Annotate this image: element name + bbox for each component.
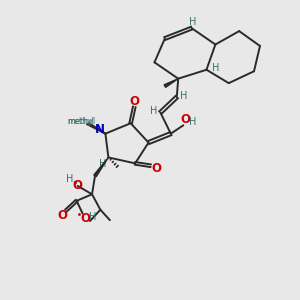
- Text: H: H: [66, 174, 74, 184]
- Text: H: H: [99, 159, 106, 169]
- Text: N: N: [95, 123, 105, 136]
- Text: O: O: [181, 113, 191, 127]
- Text: H: H: [180, 91, 187, 100]
- Text: H: H: [188, 117, 196, 128]
- Text: H: H: [189, 16, 197, 27]
- Text: H: H: [150, 106, 158, 116]
- Text: O: O: [129, 95, 139, 108]
- Polygon shape: [94, 158, 108, 177]
- Text: H: H: [89, 212, 97, 222]
- Text: methyl: methyl: [68, 117, 96, 126]
- Text: O: O: [73, 179, 83, 193]
- Polygon shape: [164, 79, 178, 87]
- Text: O: O: [80, 212, 90, 225]
- Text: H: H: [212, 63, 219, 73]
- Text: O: O: [151, 162, 161, 175]
- Text: methyl: methyl: [68, 117, 94, 126]
- Text: O: O: [58, 209, 68, 222]
